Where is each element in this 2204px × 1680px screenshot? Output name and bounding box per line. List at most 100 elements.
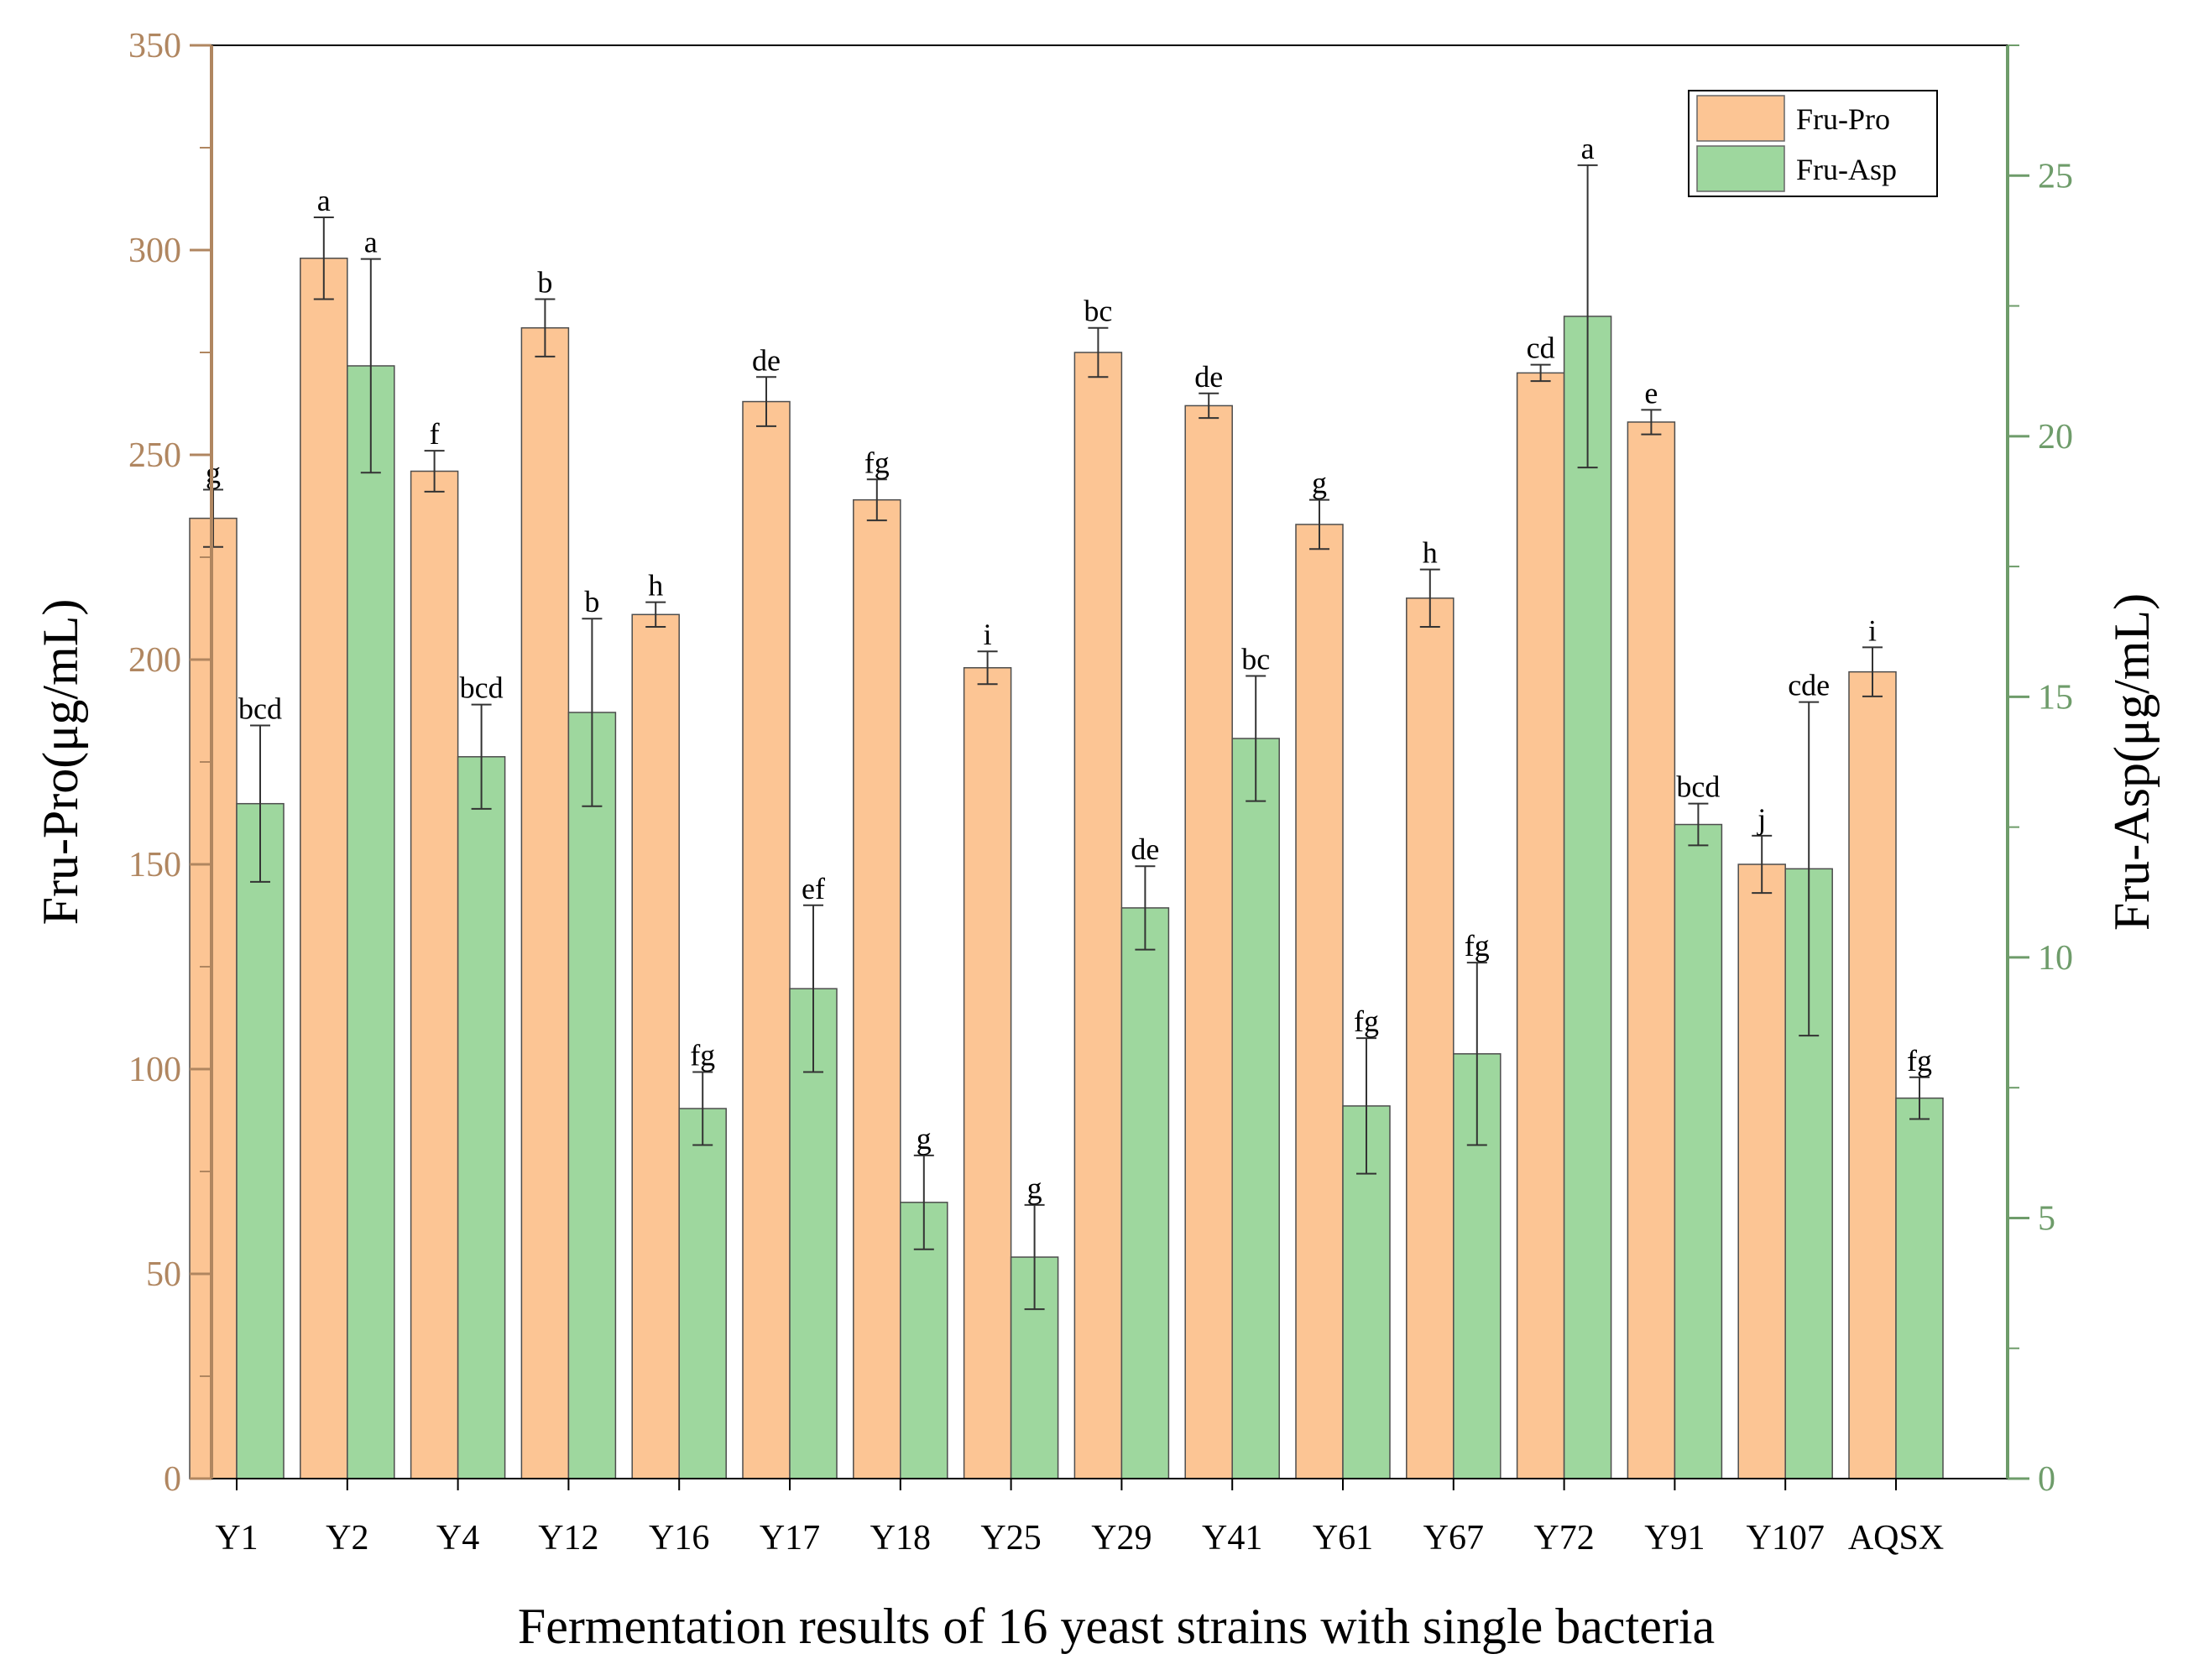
bar-fru-asp-y91 xyxy=(1674,823,1723,1479)
error-bar-fru-pro-y41 xyxy=(1199,392,1220,420)
right-tick-label-0: 0 xyxy=(2038,1460,2055,1499)
sig-letter-fru-asp-y4: bcd xyxy=(460,671,504,705)
sig-letter-fru-asp-y16: fg xyxy=(690,1039,715,1072)
bar-fru-pro-y25 xyxy=(963,667,1012,1479)
sig-letter-fru-asp-y91: bcd xyxy=(1676,770,1720,804)
bar-fru-pro-y4 xyxy=(410,470,459,1479)
bar-fru-pro-y61 xyxy=(1295,524,1344,1479)
sig-letter-fru-pro-y91: e xyxy=(1644,376,1658,410)
x-tick-label-y67: Y67 xyxy=(1423,1519,1484,1557)
legend-label-fru-pro: Fru-Pro xyxy=(1796,102,1890,136)
x-tick-label-y41: Y41 xyxy=(1202,1519,1262,1557)
significance-letters-layer: gbcdaafbcdbbhfgdeeffggigbcdedebcgfghfgcd… xyxy=(206,132,1932,1205)
bar-fru-pro-y67 xyxy=(1406,597,1455,1479)
sig-letter-fru-asp-y1: bcd xyxy=(238,692,282,726)
sig-letter-fru-asp-y25: g xyxy=(1027,1171,1042,1205)
x-tick-label-y1: Y1 xyxy=(215,1519,258,1557)
bar-fru-pro-y41 xyxy=(1184,404,1233,1479)
sig-letter-fru-asp-y67: fg xyxy=(1465,929,1490,963)
right-tick-label-20: 20 xyxy=(2038,418,2073,457)
bar-fru-pro-y16 xyxy=(631,613,680,1479)
error-bar-fru-asp-y16 xyxy=(692,1071,713,1146)
left-tick-label-300: 300 xyxy=(128,232,181,270)
sig-letter-fru-asp-y72: a xyxy=(1581,132,1595,165)
x-tick-label-y61: Y61 xyxy=(1313,1519,1373,1557)
error-bar-fru-asp-y18 xyxy=(913,1154,934,1250)
bar-fru-asp-y25 xyxy=(1010,1256,1059,1479)
sig-letter-fru-asp-y18: g xyxy=(917,1122,932,1156)
right-tick-label-5: 5 xyxy=(2038,1199,2055,1238)
error-bar-fru-asp-y67 xyxy=(1466,962,1487,1146)
y-axis-right-title: Fru-Asp(μg/mL) xyxy=(2104,593,2160,931)
bar-fru-pro-y18 xyxy=(853,498,901,1479)
error-bar-fru-pro-y29 xyxy=(1088,326,1109,378)
bar-fru-asp-y16 xyxy=(678,1108,727,1479)
bar-fru-asp-y72 xyxy=(1563,316,1612,1479)
bar-fru-asp-y4 xyxy=(457,756,506,1479)
error-bar-fru-pro-y17 xyxy=(756,376,776,427)
legend: Fru-Pro Fru-Asp xyxy=(1688,90,1938,197)
sig-letter-fru-asp-aqsx: fg xyxy=(1907,1044,1932,1077)
bar-fru-asp-y29 xyxy=(1120,907,1170,1479)
sig-letter-fru-asp-y2: a xyxy=(364,226,378,259)
error-bar-fru-asp-y72 xyxy=(1577,164,1598,469)
x-tick-label-y4: Y4 xyxy=(436,1519,479,1557)
left-tick-label-150: 150 xyxy=(128,846,181,884)
bar-fru-pro-aqsx xyxy=(1848,670,1897,1479)
sig-letter-fru-asp-y61: fg xyxy=(1354,1004,1379,1038)
sig-letter-fru-pro-y107: j xyxy=(1756,802,1766,836)
error-bar-fru-pro-y72 xyxy=(1530,363,1551,383)
x-tick-label-y29: Y29 xyxy=(1091,1519,1152,1557)
sig-letter-fru-asp-y29: de xyxy=(1131,832,1159,866)
sig-letter-fru-pro-y41: de xyxy=(1194,360,1223,394)
legend-label-fru-asp: Fru-Asp xyxy=(1796,153,1897,186)
error-bar-fru-pro-aqsx xyxy=(1862,646,1883,697)
error-bar-fru-asp-y1 xyxy=(250,724,270,883)
error-bar-fru-pro-y2 xyxy=(313,216,334,300)
right-tick-label-25: 25 xyxy=(2038,157,2073,196)
bar-fru-asp-y2 xyxy=(347,365,395,1479)
error-bar-fru-pro-y4 xyxy=(424,450,445,493)
error-bar-fru-pro-y25 xyxy=(977,650,998,686)
bar-fru-asp-y41 xyxy=(1231,738,1280,1479)
sig-letter-fru-pro-y18: fg xyxy=(864,446,890,479)
left-axis-ticks: 0 50 100 150 200 250 300 350 xyxy=(128,27,212,1499)
sig-letter-fru-pro-y17: de xyxy=(752,343,781,377)
sig-letter-fru-pro-y67: h xyxy=(1423,536,1438,570)
error-bars-layer xyxy=(203,164,1930,1311)
error-bar-fru-pro-y16 xyxy=(645,601,666,628)
bar-fru-pro-y12 xyxy=(520,326,570,1479)
error-bar-fru-asp-y4 xyxy=(471,703,492,810)
bar-fru-pro-y2 xyxy=(300,258,348,1479)
left-tick-label-100: 100 xyxy=(128,1051,181,1089)
error-bar-fru-asp-y41 xyxy=(1246,675,1267,802)
legend-swatch-fru-pro xyxy=(1696,95,1785,142)
error-bar-fru-asp-y2 xyxy=(360,258,381,474)
bar-fru-asp-aqsx xyxy=(1895,1097,1944,1479)
sig-letter-fru-asp-y12: b xyxy=(584,585,599,618)
right-tick-label-10: 10 xyxy=(2038,939,2073,978)
sig-letter-fru-pro-y4: f xyxy=(430,417,440,451)
sig-letter-fru-pro-y25: i xyxy=(984,618,992,651)
left-tick-label-50: 50 xyxy=(146,1255,181,1294)
x-tick-label-y16: Y16 xyxy=(649,1519,709,1557)
x-tick-label-y25: Y25 xyxy=(980,1519,1041,1557)
left-tick-label-250: 250 xyxy=(128,436,181,475)
x-tick-label-y107: Y107 xyxy=(1747,1519,1825,1557)
x-tick-label-y12: Y12 xyxy=(538,1519,598,1557)
sig-letter-fru-pro-y2: a xyxy=(317,184,331,217)
error-bar-fru-pro-y91 xyxy=(1641,409,1662,436)
bar-fru-pro-y107 xyxy=(1737,863,1786,1479)
sig-letter-fru-pro-aqsx: i xyxy=(1868,613,1877,647)
error-bar-fru-pro-y67 xyxy=(1419,568,1440,628)
sig-letter-fru-asp-y17: ef xyxy=(802,872,825,905)
error-bar-fru-pro-y61 xyxy=(1309,498,1329,550)
sig-letter-fru-pro-y12: b xyxy=(537,266,552,300)
x-tick-label-y18: Y18 xyxy=(870,1519,931,1557)
right-axis-ticks: 0 5 10 15 20 25 xyxy=(2008,44,2073,1499)
legend-swatch-fru-asp xyxy=(1696,145,1785,192)
x-tick-label-aqsx: AQSX xyxy=(1848,1519,1944,1557)
bar-fru-pro-y29 xyxy=(1073,352,1123,1479)
sig-letter-fru-pro-y16: h xyxy=(648,569,663,603)
